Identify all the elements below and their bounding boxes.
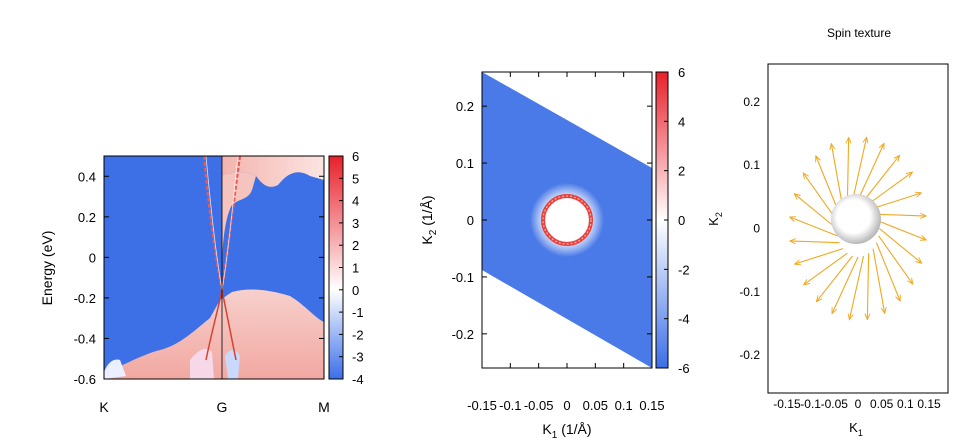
spin-y-tick-label: 0.1 <box>743 158 760 172</box>
spin-y-tick-label: -0.1 <box>739 285 760 299</box>
spin-arrows <box>790 137 927 319</box>
spin-y-tick-label: -0.2 <box>739 348 760 362</box>
fermi-colorbar-tick-label: 2 <box>678 164 685 179</box>
spin-texture-plot: Spin texture 0.20.10-0.1-0.2 -0.15 -0.1 -0… <box>706 26 949 438</box>
spin-arrow <box>849 255 865 320</box>
spin-arrow <box>878 220 927 240</box>
fermi-colorbar-tick-label: 4 <box>678 114 685 129</box>
spin-arrow <box>876 214 926 216</box>
spin-x-tick-label: -0.15 <box>773 397 801 411</box>
spin-arrow <box>867 253 868 319</box>
fermi-heatmap <box>482 72 652 368</box>
fermi-y-ticks: 0.2 0.1 0 -0.1 -0.2 <box>452 99 652 342</box>
band-y-tick-label: 0.4 <box>78 169 96 184</box>
band-colorbar-tick-label: 3 <box>352 216 359 231</box>
fermi-surface-plot: 0.20.10-0.1-0.2 -0.15 -0.1 -0.05 0 0.05 0.1 0.… <box>419 65 690 441</box>
spin-arrow <box>872 193 921 209</box>
band-y-axis-label: Energy (eV) <box>39 231 55 306</box>
spin-arrow <box>794 194 838 229</box>
fermi-x-tick-label: 0.1 <box>615 398 633 413</box>
band-x-tick-label: G <box>217 399 228 415</box>
band-y-ticks: 0.4 0.2 0 -0.2 -0.4 -0.6 <box>74 169 324 387</box>
spin-x-axis-label: K1 <box>849 420 863 438</box>
spin-y-tick-label: 0 <box>753 222 760 236</box>
fermi-x-tick-label: 0 <box>563 398 570 413</box>
spin-arrow <box>831 144 844 209</box>
band-colorbar-tick-label: 4 <box>352 194 359 209</box>
band-colorbar-ticks: 6 5 4 3 2 1 0 -1 -2 -3 -4 <box>339 149 364 387</box>
band-colorbar-tick-label: -2 <box>352 327 364 342</box>
fermi-colorbar-tick-label: -6 <box>678 361 690 376</box>
band-colorbar-tick-label: 5 <box>352 171 359 186</box>
fermi-y-tick-label: -0.1 <box>452 270 474 285</box>
fermi-colorbar-tick-label: -4 <box>678 312 690 327</box>
fermi-colorbar-tick-label: 0 <box>678 213 685 228</box>
band-colorbar-tick-label: -4 <box>352 372 364 387</box>
band-y-tick-label: -0.4 <box>74 331 96 346</box>
spin-x-tick-label: 0.05 <box>870 397 894 411</box>
band-y-tick-label: -0.2 <box>74 291 96 306</box>
band-x-tick-label: K <box>99 399 109 415</box>
fermi-y-axis-label: K2 (1/Å) <box>419 195 439 244</box>
spin-x-tick-label: 0.15 <box>917 397 941 411</box>
spin-arrow <box>857 143 885 201</box>
spin-arrow <box>851 137 866 202</box>
band-colorbar-tick-label: 2 <box>352 238 359 253</box>
band-colorbar-tick-label: -3 <box>352 350 364 365</box>
spin-arrow <box>790 241 840 243</box>
fermi-x-tick-label: -0.15 <box>467 398 497 413</box>
fermi-y-tick-label: -0.2 <box>452 327 474 342</box>
band-y-tick-label: 0 <box>89 250 96 265</box>
band-colorbar-tick-label: 0 <box>352 283 359 298</box>
spin-arrow <box>831 256 859 314</box>
spin-y-tick-label: 0.2 <box>743 95 760 109</box>
spin-x-tick-label: -0.1 <box>800 397 821 411</box>
spin-arrow <box>847 137 848 204</box>
spin-x-tick-label: -0.05 <box>821 397 849 411</box>
spin-arrow <box>863 155 900 202</box>
band-colorbar-tick-label: 6 <box>352 149 359 164</box>
band-plot-frame <box>103 155 325 380</box>
spin-center-circle <box>831 194 881 244</box>
fermi-colorbar-tick-label: 6 <box>678 65 685 80</box>
spin-x-tick-label: 0 <box>855 397 862 411</box>
spin-arrow <box>868 172 913 205</box>
spin-arrow <box>804 252 848 285</box>
spin-arrow <box>816 255 853 302</box>
fermi-x-ticks: -0.15 -0.1 -0.05 0 0.05 0.1 0.15 <box>467 72 665 413</box>
band-y-tick-label: 0.2 <box>78 210 96 225</box>
spin-arrow <box>878 235 913 284</box>
band-colorbar-tick-label: -1 <box>352 305 364 320</box>
fermi-x-axis-label: K1 (1/Å) <box>542 421 591 441</box>
spin-arrow <box>816 156 841 215</box>
fermi-colorbar-ticks: 6 4 2 0 -2 -4 -6 <box>664 65 690 376</box>
spin-y-axis-label: K2 <box>706 212 724 226</box>
spin-x-ticks: -0.15 -0.1 -0.05 0 0.05 0.1 0.15 <box>773 397 941 411</box>
band-colorbar-tick-label: 1 <box>352 261 359 276</box>
band-x-tick-label: M <box>318 399 330 415</box>
spin-texture-title: Spin texture <box>827 26 891 40</box>
fermi-y-tick-label: 0 <box>467 213 474 228</box>
fermi-x-tick-label: -0.05 <box>524 398 554 413</box>
band-y-tick-label: -0.6 <box>74 372 96 387</box>
spin-arrow <box>790 217 838 237</box>
fermi-x-tick-label: 0.15 <box>639 398 664 413</box>
spin-arrow <box>795 248 844 264</box>
fermi-x-tick-label: -0.1 <box>499 398 521 413</box>
spin-arrow <box>803 173 838 222</box>
spin-y-ticks: 0.2 0.1 0 -0.1 -0.2 <box>739 95 760 362</box>
spin-arrow <box>878 228 921 264</box>
spin-arrow <box>875 242 900 301</box>
band-heatmap <box>104 156 324 379</box>
fermi-y-tick-label: 0.1 <box>456 156 474 171</box>
fermi-x-tick-label: 0.05 <box>583 398 608 413</box>
spin-x-tick-label: 0.1 <box>897 397 914 411</box>
fermi-colorbar-tick-label: -2 <box>678 262 690 277</box>
spin-arrow <box>872 248 885 314</box>
band-structure-plot: 0.4 0.2 0 -0.2 -0.4 -0.6 K G M Energy (eV) 6 5 4 3… <box>39 149 364 415</box>
fermi-y-tick-label: 0.2 <box>456 99 474 114</box>
